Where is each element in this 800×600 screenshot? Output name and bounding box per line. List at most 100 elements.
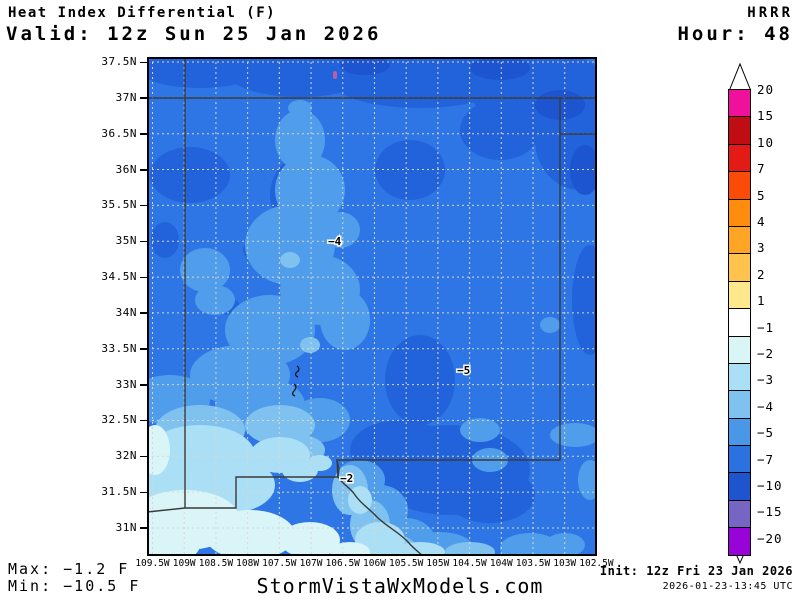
colorbar-tick-label: 5 (757, 187, 766, 203)
lon-label: 103W (553, 558, 577, 569)
lat-label: 31.5N (101, 485, 137, 499)
lat-tick (140, 491, 147, 494)
lon-label: 102.5W (579, 558, 614, 569)
colorbar-tick-label: −2 (757, 346, 775, 361)
colorbar-tick-label: −5 (757, 425, 775, 441)
lon-label: 104.5W (452, 558, 487, 569)
lon-label: 108.5W (198, 558, 234, 569)
warm-spot (333, 71, 337, 79)
colorbar-tick-label: 4 (757, 214, 766, 229)
contour-label-layer: −4 −5 −2 (327, 234, 472, 487)
colorbar-tick-label: −3 (757, 372, 775, 388)
lat-tick (140, 204, 147, 207)
colorbar-block (729, 144, 750, 173)
init-time: Init: 12z Fri 23 Jan 2026 (599, 564, 793, 578)
min-value: Min: −10.5 F (8, 577, 141, 595)
lat-tick (140, 276, 147, 279)
site-watermark: StormVistaWxModels.com (256, 574, 544, 598)
colorbar-tick-label: −7 (757, 451, 775, 467)
product-title: Heat Index Differential (F) (8, 5, 277, 21)
lon-label: 106.5W (325, 558, 360, 569)
colorbar-tick-label: −4 (757, 398, 775, 414)
init-timestamp: 2026-01-23-13:45 UTC (662, 581, 793, 592)
lat-tick (140, 455, 147, 458)
lat-tick (140, 240, 147, 243)
colorbar (728, 89, 751, 556)
lat-label: 35N (115, 234, 137, 248)
lon-label: 107.5W (262, 558, 297, 569)
colorbar-block (729, 500, 750, 529)
lon-label: 108W (236, 558, 260, 569)
colorbar-tick-label: 1 (757, 293, 766, 309)
colorbar-block (729, 226, 750, 255)
lon-label: 106W (363, 558, 386, 569)
max-value: Max: −1.2 F (8, 560, 130, 578)
lat-tick (140, 419, 147, 422)
colorbar-tick-label: −15 (757, 504, 783, 520)
colorbar-block (729, 446, 750, 474)
colorbar-block (729, 117, 750, 145)
lon-label: 107W (299, 558, 323, 569)
colorbar-block (729, 336, 750, 364)
lon-label: 109W (172, 558, 196, 569)
colorbar-tick-label: −10 (757, 478, 783, 493)
lat-label: 36.5N (101, 126, 137, 140)
map-frame (147, 57, 597, 556)
lat-label: 34N (115, 305, 137, 319)
colorbar-block (729, 254, 750, 282)
colorbar-block (729, 199, 750, 227)
lat-label: 37N (115, 90, 137, 104)
graticule (147, 57, 597, 556)
colorbar-tick-label: −1 (757, 319, 775, 335)
colorbar-arrow-up (728, 62, 752, 91)
lon-label: 104W (489, 558, 513, 569)
lat-label: 37.5N (101, 55, 137, 68)
lat-tick (140, 384, 147, 386)
colorbar-tick-label: 3 (757, 240, 766, 256)
contour-label: −2 (340, 472, 353, 485)
lat-tick (140, 348, 147, 350)
lat-tick (140, 97, 147, 99)
contour-squiggle (292, 383, 297, 397)
lat-tick (140, 169, 147, 171)
contour-squiggle (295, 365, 300, 378)
colorbar-block (729, 528, 750, 555)
lat-label: 33N (115, 377, 137, 391)
lon-label: 109.5W (135, 558, 170, 569)
colorbar-block (729, 391, 750, 419)
lon-label: 105.5W (389, 558, 424, 569)
colorbar-tick-label: 2 (757, 266, 766, 282)
lat-label: 32N (115, 449, 137, 463)
colorbar-block (729, 309, 750, 337)
lat-tick (140, 133, 147, 135)
lat-label: 33.5N (101, 341, 137, 355)
lat-label: 34.5N (101, 270, 137, 284)
colorbar-tick-label: 15 (757, 108, 775, 124)
lon-label: 105W (426, 558, 450, 569)
lat-label: 32.5N (101, 413, 137, 427)
colorbar-tick-label: 20 (757, 82, 775, 97)
contour-label: −4 (328, 235, 342, 248)
colorbar-tick-label: 10 (757, 134, 775, 150)
rio-grande-river (336, 459, 424, 556)
state-borders (147, 57, 597, 556)
colorbar-block (729, 90, 750, 118)
lat-tick (140, 61, 147, 63)
colorbar-block (729, 363, 750, 392)
lat-label: 31N (115, 520, 137, 534)
contour-label: −5 (457, 364, 470, 377)
map-palest-regions (147, 425, 370, 556)
lat-label: 35.5N (101, 198, 137, 212)
forecast-hour: Hour: 48 (677, 23, 793, 45)
colorbar-block (729, 473, 750, 501)
lon-label: 103.5W (515, 558, 551, 569)
colorbar-tick-label: −20 (757, 530, 783, 546)
weather-map: −4 −5 −2 (147, 57, 597, 556)
colorbar-block (729, 418, 750, 447)
map-marks (292, 71, 337, 397)
model-name: HRRR (747, 5, 793, 21)
colorbar-tick-label: 7 (757, 161, 766, 177)
lat-tick (140, 527, 147, 529)
lat-label: 36N (115, 162, 137, 176)
